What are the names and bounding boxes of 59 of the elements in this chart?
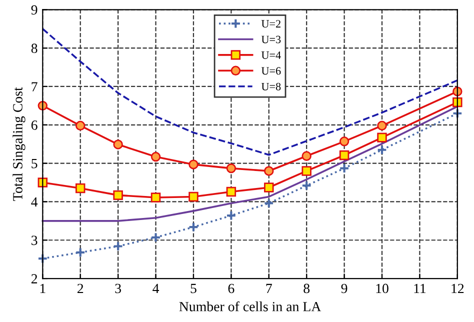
x-tick-label: 2 [78, 284, 84, 294]
point [112, 241, 124, 252]
y-tick-label: 2 [31, 274, 38, 284]
y-tick-label: 3 [32, 236, 38, 246]
legend-label: U=6 [261, 67, 281, 75]
legend-label: U=4 [261, 52, 281, 59]
x-tick-label: 5 [190, 284, 196, 294]
point [376, 144, 388, 156]
point [150, 232, 161, 243]
line-series [42, 28, 458, 156]
y-tick-label: 7 [32, 82, 38, 92]
point [264, 166, 274, 176]
point [188, 222, 199, 232]
point [377, 132, 387, 142]
point [113, 140, 123, 150]
point [76, 183, 86, 194]
point [226, 186, 236, 197]
point [188, 160, 198, 170]
point [301, 180, 312, 191]
point [75, 247, 86, 258]
point [113, 190, 123, 200]
point [37, 253, 48, 264]
y-tick-label: 6 [31, 120, 38, 130]
x-tick-label: 1 [40, 284, 46, 294]
x-tick-label: 9 [341, 284, 348, 294]
point [150, 152, 161, 162]
point [264, 182, 274, 192]
point [76, 120, 86, 131]
y-tick-label: 9 [31, 5, 38, 15]
point [339, 150, 350, 160]
x-tick-label: 8 [304, 284, 310, 294]
y-tick-label: 4 [31, 197, 38, 207]
legend-label: U=3 [261, 36, 281, 44]
legend-label: U=8 [261, 82, 281, 90]
x-tick-label: 11 [414, 284, 426, 294]
point [302, 166, 312, 176]
y-axis-title: Total Singaling Cost [12, 87, 26, 201]
x-tick-label: 4 [152, 284, 160, 294]
legend-label: U=2 [261, 20, 280, 28]
y-tick-label: 5 [32, 159, 38, 168]
y-tick-label: 8 [31, 44, 38, 54]
x-tick-label: 7 [266, 284, 272, 294]
x-axis-title: Number of cells in an LA [179, 301, 322, 312]
point [452, 108, 463, 119]
point [264, 198, 274, 208]
point [302, 151, 312, 161]
point [226, 210, 236, 221]
point [339, 136, 350, 146]
point [377, 120, 387, 131]
point [150, 192, 161, 202]
point [188, 192, 198, 202]
x-tick-label: 10 [376, 284, 388, 294]
point [452, 97, 462, 108]
point [226, 163, 236, 174]
x-tick-label: 6 [228, 284, 234, 294]
x-tick-label: 12 [452, 284, 464, 294]
x-tick-label: 3 [115, 284, 121, 294]
point [38, 178, 48, 188]
point [339, 163, 350, 174]
